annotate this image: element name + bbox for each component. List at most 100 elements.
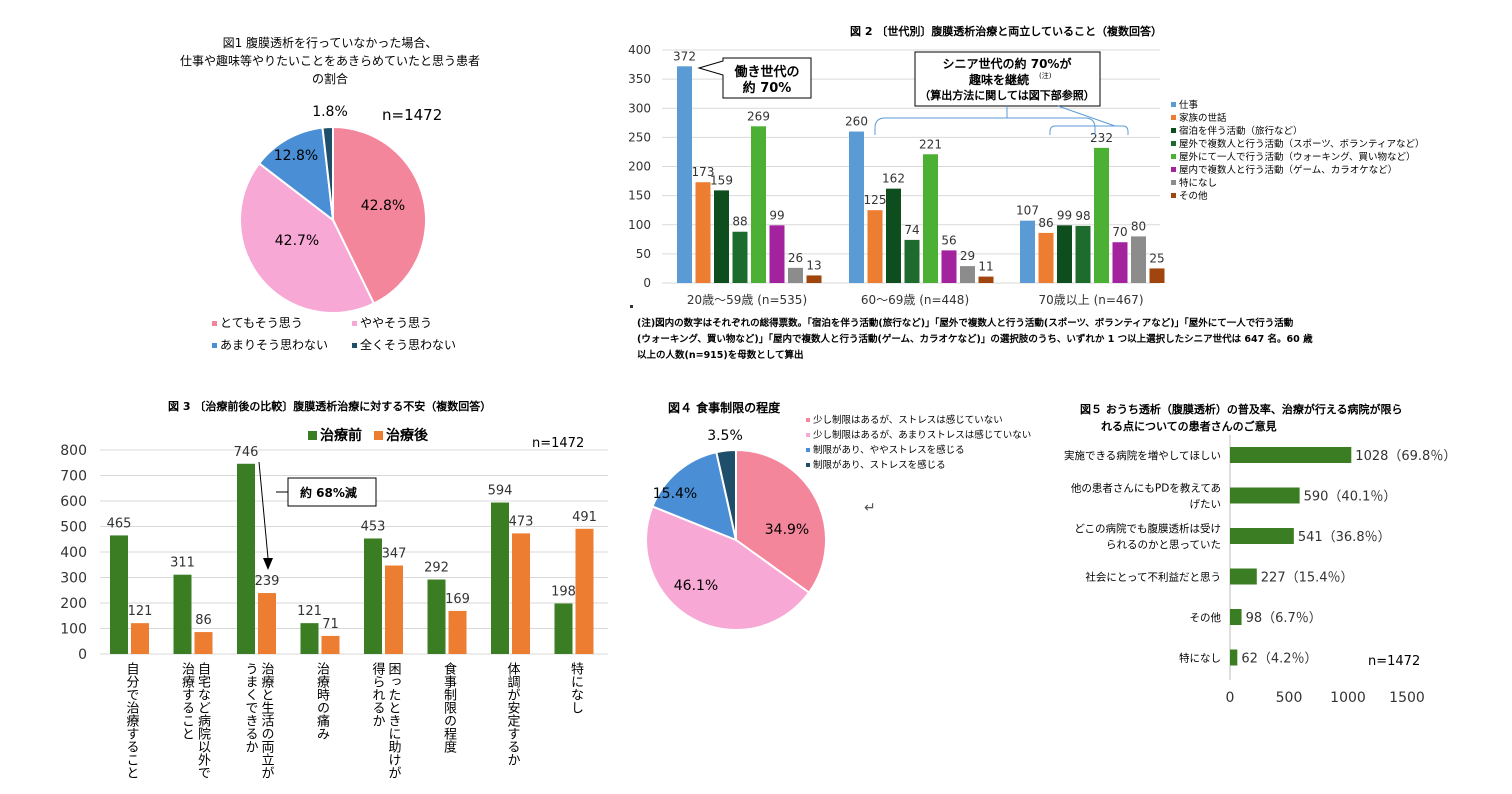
figure-2-y-tick-label: 100	[628, 218, 651, 232]
figure-2-bar-value: 86	[1038, 216, 1053, 230]
figure-2-bar	[788, 267, 803, 283]
figure-4-pie-chart: 図４ 食事制限の程度 34.9% 46.1% 15.4% 3.5% 少し制限はあるが、…	[645, 400, 1031, 631]
figure-3-bar	[575, 528, 594, 654]
figure-2-bar-value: 107	[1016, 204, 1039, 218]
figure-2-bar-chart: 図 2 〔世代別〕腹膜透析治療と両立していること（複数回答） 0 50 100 150…	[628, 24, 1424, 361]
figure-1-legend-swatch	[212, 321, 217, 326]
figure-3-bar	[194, 632, 213, 654]
figure-1-slice-label: 12.8%	[274, 148, 318, 164]
figure-2-callout-working-age: 働き世代の 約 70%	[697, 57, 812, 99]
figure-2-legend-swatch	[1171, 128, 1176, 133]
figure-5-category-label: げたい	[1190, 499, 1222, 511]
figure-2-legend: 仕事家族の世話宿泊を伴う活動（旅行など）屋外で複数人と行う活動（スポーツ、ボラン…	[1171, 99, 1424, 202]
figure-2-bar	[1094, 147, 1109, 283]
figure-1-panel: 図1 腹膜透析を行っていなかった場合、仕事や趣味等やりたいことをあきらめていたと…	[0, 0, 600, 380]
figure-3-bar	[364, 538, 382, 654]
figure-3-bar	[173, 574, 192, 654]
figure-2-callout2-line-3: （算出方法に関しては図下部参照）	[919, 88, 1094, 102]
figure-2-bar	[1057, 225, 1072, 283]
figure-2-callout-line-1: 働き世代の	[733, 64, 799, 80]
figure-2-bar	[695, 182, 711, 283]
figure-2-bar-value: 29	[960, 249, 975, 263]
figure-2-legend-label: 特になし	[1179, 177, 1217, 189]
figure-4-slice-label: 3.5%	[707, 428, 743, 444]
figure-3-y-tick-label: 0	[78, 647, 87, 663]
figure-5-bar	[1230, 528, 1294, 544]
figure-2-bar	[751, 126, 766, 284]
figure-3-bar-value: 453	[361, 519, 386, 534]
figure-5-x-tick-label: 0	[1226, 690, 1235, 706]
figure-2-legend-label: 家族の世話	[1179, 112, 1227, 124]
figure-3-title: 図 3 〔治療前後の比較〕腹膜透析治療に対する不安（複数回答）	[168, 399, 491, 413]
figure-1-pie-chart: 図1 腹膜透析を行っていなかった場合、仕事や趣味等やりたいことをあきらめていたと…	[180, 35, 480, 352]
figure-5-bar-value: 590（40.1％）	[1304, 490, 1397, 505]
figure-2-bar-value: 74	[904, 223, 919, 237]
figure-3-bar	[512, 533, 530, 654]
figure-5-category-label: 特になし	[1179, 653, 1221, 665]
figure-2-bar	[886, 188, 901, 283]
figure-4-slice-label: 34.9%	[765, 522, 809, 538]
figure-2-legend-label: 屋外にて一人で行う活動（ウォーキング、買い物など）	[1179, 151, 1416, 163]
figure-2-bar	[941, 250, 957, 283]
figure-4-legend-label: 制限があり、ストレスを感じる	[813, 459, 946, 471]
figure-4-legend-swatch	[806, 448, 810, 452]
figure-2-bar	[1149, 268, 1165, 283]
figure-2-bar	[806, 275, 822, 283]
figure-3-y-tick-label: 700	[60, 469, 87, 485]
figure-4-legend-swatch	[806, 418, 810, 422]
figure-1-legend-label: とてもそう思う	[220, 316, 303, 330]
figure-3-x-label: 自宅など病院以外で	[195, 662, 211, 779]
figure-1-title-line: 仕事や趣味等やりたいことをあきらめていたと思う患者	[180, 53, 480, 68]
figure-3-bar-value: 473	[509, 514, 534, 529]
figure-3-x-label: 治療時の痛み	[314, 662, 330, 740]
figure-1-slice	[332, 125, 427, 305]
figure-5-bar	[1230, 649, 1238, 666]
figure-5-bar	[1230, 609, 1242, 625]
figure-2-callout2-note-mark: (注)	[1039, 71, 1052, 80]
figure-1-legend-label: 全くそう思わない	[360, 337, 456, 352]
figure-3-bars: 4651213118674623912171453347292169594473…	[107, 445, 597, 654]
figure-2-bar	[1038, 232, 1054, 283]
figure-3-bar-value: 86	[195, 613, 212, 628]
figure-2-footnote: (注)図内の数字はそれぞれの総得票数。「宿泊を伴う活動(旅行など)」「屋外で複数…	[637, 317, 1313, 361]
figure-2-x-label: 60～69歳 (n=448)	[861, 293, 969, 307]
figure-3-x-label: 困ったときに助けが	[386, 662, 402, 779]
figure-1-legend-label: あまりそう思わない	[220, 338, 328, 352]
figure-3-bar-value: 311	[170, 556, 195, 571]
figure-2-legend-swatch	[1171, 115, 1176, 120]
figure-2-footnote-line: (ウォーキング、買い物など)」「屋内で複数人と行う活動(ゲーム、カラオケなど)」…	[637, 333, 1313, 345]
figure-2-footnote-line: 以上の人数(n=915)を母数として算出	[637, 349, 803, 361]
figure-3-y-tick-label: 300	[60, 571, 87, 587]
figure-2-legend-swatch	[1171, 102, 1176, 107]
figure-5-bar-value: 541（36.8％）	[1298, 530, 1391, 545]
figure-2-y-tick-label: 200	[628, 160, 651, 174]
figure-1-slice	[321, 125, 334, 221]
figure-3-bar	[300, 623, 319, 654]
figure-3-sample-size: n=1472	[532, 436, 584, 451]
figure-5-sample-size: n=1472	[1368, 654, 1420, 669]
figure-5-category-label: 実施できる病院を増やしてほしい	[1064, 449, 1221, 462]
figure-4-title: 図４ 食事制限の程度	[668, 400, 781, 415]
figure-3-x-label: 治療すること	[179, 662, 195, 740]
figure-5-bar-chart: 図５ おうち透析（腹膜透析）の普及率、治療が行える病院が限ら れる点についての患…	[1064, 402, 1456, 706]
figure-2-bar	[849, 131, 864, 283]
figure-2-legend-label: 宿泊を伴う活動（旅行など）	[1179, 125, 1303, 137]
figure-2-callout-senior: シニア世代の約 70%が 趣味を継続 (注) （算出方法に関しては図下部参照）	[874, 51, 1101, 135]
figure-3-bar-value: 594	[488, 484, 513, 499]
figure-1-title-line: 図1 腹膜透析を行っていなかった場合、	[223, 35, 438, 50]
figure-4-slice	[735, 448, 827, 594]
figure-2-y-tick-label: 400	[628, 43, 651, 57]
figure-2-footnote-line: (注)図内の数字はそれぞれの総得票数。「宿泊を伴う活動(旅行など)」「屋外で複数…	[637, 317, 1294, 329]
figure-3-bar-value: 746	[234, 445, 259, 460]
figure-5-x-tick-label: 1500	[1389, 690, 1425, 706]
figure-2-bars: 372 260 107 173 125 86 159 162 99 88 74 98 269 221 232…	[673, 49, 1165, 284]
figure-2-bar-value: 11	[978, 260, 993, 274]
figure-5-title-line-2: れる点についての患者さんのご意見	[1101, 419, 1277, 433]
figure-3-bar	[237, 463, 255, 654]
figure-5-bar	[1230, 487, 1300, 504]
figure-1-title: 図1 腹膜透析を行っていなかった場合、仕事や趣味等やりたいことをあきらめていたと…	[180, 35, 480, 86]
figure-3-y-tick-label: 800	[60, 443, 87, 459]
figure-3-bar-value: 465	[107, 516, 132, 531]
